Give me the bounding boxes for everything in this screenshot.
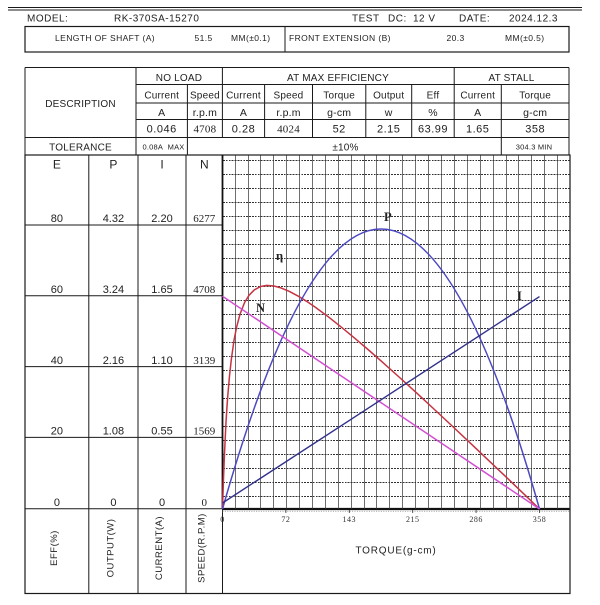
svg-text:0: 0 bbox=[110, 497, 116, 509]
svg-text:2.15: 2.15 bbox=[377, 124, 400, 136]
svg-text:215: 215 bbox=[406, 515, 420, 524]
svg-text:TEST: TEST bbox=[352, 14, 380, 25]
svg-text:358: 358 bbox=[533, 515, 547, 524]
svg-text:MODEL:: MODEL: bbox=[27, 14, 68, 25]
svg-text:LENGTH OF SHAFT (A): LENGTH OF SHAFT (A) bbox=[55, 33, 155, 43]
svg-text:N: N bbox=[256, 301, 265, 315]
svg-text:0.046: 0.046 bbox=[147, 124, 177, 136]
svg-text:A: A bbox=[240, 107, 247, 119]
svg-text:A: A bbox=[158, 107, 165, 119]
svg-text:286: 286 bbox=[469, 515, 483, 524]
svg-text:RK-370SA-15270: RK-370SA-15270 bbox=[114, 14, 199, 25]
svg-text:4024: 4024 bbox=[277, 124, 300, 136]
svg-text:NO LOAD: NO LOAD bbox=[156, 73, 202, 84]
svg-text:20.3: 20.3 bbox=[447, 33, 465, 43]
svg-text:EFF(%): EFF(%) bbox=[49, 530, 60, 566]
svg-text:w: w bbox=[384, 107, 393, 119]
svg-text:0.55: 0.55 bbox=[151, 426, 172, 438]
svg-text:1.08: 1.08 bbox=[103, 426, 124, 438]
svg-text:A: A bbox=[474, 107, 481, 119]
svg-text:DATE:: DATE: bbox=[459, 14, 490, 25]
svg-text:MM(±0.5): MM(±0.5) bbox=[505, 33, 545, 43]
svg-text:304.3 MIN: 304.3 MIN bbox=[516, 143, 552, 152]
svg-text:I: I bbox=[517, 289, 522, 303]
svg-text:g-cm: g-cm bbox=[523, 107, 547, 119]
svg-text:TORQUE(g-cm): TORQUE(g-cm) bbox=[355, 546, 436, 557]
svg-text:Current: Current bbox=[460, 91, 495, 102]
svg-text:Speed: Speed bbox=[274, 91, 304, 102]
svg-text:Torque: Torque bbox=[519, 91, 551, 102]
svg-text:52: 52 bbox=[333, 124, 346, 136]
svg-text:Eff: Eff bbox=[427, 91, 440, 102]
svg-text:P: P bbox=[109, 158, 117, 172]
svg-text:AT STALL: AT STALL bbox=[488, 73, 534, 84]
svg-text:3139: 3139 bbox=[193, 355, 216, 367]
svg-text:DC:: DC: bbox=[388, 14, 407, 25]
svg-text:0.08A MAX: 0.08A MAX bbox=[142, 143, 184, 152]
svg-text:r.p.m: r.p.m bbox=[193, 107, 217, 119]
svg-text:63.99: 63.99 bbox=[418, 124, 448, 136]
svg-text:DESCRIPTION: DESCRIPTION bbox=[45, 99, 116, 110]
svg-text:358: 358 bbox=[525, 124, 545, 136]
svg-text:TOLERANCE: TOLERANCE bbox=[49, 143, 112, 154]
svg-text:3.24: 3.24 bbox=[103, 284, 124, 296]
svg-text:SPEED(R.P.M): SPEED(R.P.M) bbox=[196, 513, 207, 583]
svg-text:2.20: 2.20 bbox=[151, 213, 172, 225]
svg-text:Speed: Speed bbox=[190, 91, 220, 102]
svg-text:g-cm: g-cm bbox=[327, 107, 351, 119]
svg-text:143: 143 bbox=[343, 515, 357, 524]
svg-text:12 V: 12 V bbox=[413, 14, 436, 25]
svg-text:2.16: 2.16 bbox=[103, 355, 124, 367]
svg-text:0: 0 bbox=[220, 515, 225, 524]
svg-text:E: E bbox=[53, 158, 61, 172]
svg-text:1569: 1569 bbox=[193, 426, 216, 438]
svg-text:6277: 6277 bbox=[193, 213, 216, 225]
svg-text:0: 0 bbox=[54, 497, 60, 509]
svg-text:1.65: 1.65 bbox=[151, 284, 172, 296]
svg-text:Current: Current bbox=[144, 91, 179, 102]
svg-text:1.10: 1.10 bbox=[151, 355, 172, 367]
svg-text:0: 0 bbox=[202, 497, 208, 509]
svg-text:1.65: 1.65 bbox=[466, 124, 489, 136]
svg-text:η: η bbox=[276, 249, 283, 263]
svg-text:4.32: 4.32 bbox=[103, 213, 124, 225]
svg-text:20: 20 bbox=[51, 426, 63, 438]
svg-text:80: 80 bbox=[51, 213, 63, 225]
svg-text:r.p.m: r.p.m bbox=[276, 107, 300, 119]
svg-text:4708: 4708 bbox=[193, 124, 216, 136]
svg-text:P: P bbox=[384, 210, 392, 224]
svg-text:FRONT EXTENSION (B): FRONT EXTENSION (B) bbox=[289, 33, 391, 43]
svg-text:72: 72 bbox=[281, 515, 290, 524]
svg-text:40: 40 bbox=[51, 355, 63, 367]
svg-text:51.5: 51.5 bbox=[195, 33, 213, 43]
svg-text:2024.12.3: 2024.12.3 bbox=[509, 14, 558, 25]
svg-text:Torque: Torque bbox=[323, 91, 355, 102]
svg-text:N: N bbox=[200, 158, 209, 172]
svg-text:MM(±0.1): MM(±0.1) bbox=[231, 33, 271, 43]
svg-text:I: I bbox=[160, 158, 163, 172]
svg-text:±10%: ±10% bbox=[332, 143, 358, 154]
svg-text:0: 0 bbox=[159, 497, 165, 509]
svg-text:60: 60 bbox=[51, 284, 63, 296]
svg-text:Current: Current bbox=[226, 91, 261, 102]
svg-text:AT MAX EFFICIENCY: AT MAX EFFICIENCY bbox=[287, 73, 389, 84]
svg-text:0.28: 0.28 bbox=[232, 124, 255, 136]
svg-text:4708: 4708 bbox=[193, 284, 216, 296]
svg-text:CURRENT(A): CURRENT(A) bbox=[154, 516, 165, 580]
svg-text:Output: Output bbox=[373, 91, 404, 102]
svg-text:%: % bbox=[428, 107, 438, 119]
svg-text:OUTPUT(W): OUTPUT(W) bbox=[105, 519, 116, 578]
